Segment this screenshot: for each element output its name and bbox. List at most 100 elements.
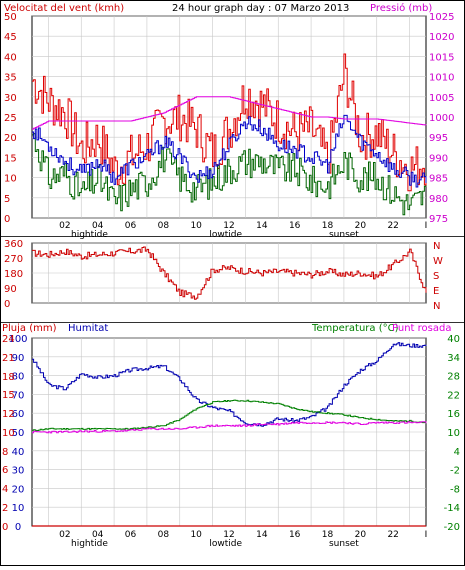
rain-tick-label: 0 (2, 522, 8, 533)
wind-x-tick-label: 04 (92, 221, 104, 231)
humidity-tick-label: 60 (12, 409, 25, 420)
wind-x-tick-label: 20 (355, 221, 367, 231)
temperature-tick-label: 34 (447, 353, 460, 364)
wind-x-tick-label: 10 (190, 221, 202, 231)
compass-label: W (433, 256, 443, 267)
bottom-x-tick-label: 20 (355, 530, 367, 540)
temperature-tick-label: 40 (447, 334, 460, 345)
pressure-tick-label: 1015 (429, 52, 454, 63)
direction-tick-label: 90 (4, 284, 17, 295)
bottom-x-tick-label: 18 (322, 530, 334, 540)
wind-tick-label: 0 (4, 214, 10, 225)
bottom-x-tick-label: 14 (256, 530, 268, 540)
temperature-tick-label: 10 (447, 428, 460, 439)
humidity-tick-label: 30 (12, 466, 25, 477)
compass-label: E (433, 286, 439, 297)
wind-tick-label: 5 (4, 194, 10, 205)
pressure-tick-label: 1005 (429, 93, 454, 104)
temperature-line (32, 399, 427, 431)
panel-divider-2 (0, 322, 465, 323)
bottom-marker-lowtide: lowtide (209, 539, 242, 549)
wind-x-tick-label: 06 (125, 221, 137, 231)
wind-tick-label: 35 (4, 73, 17, 84)
wind-x-tick-label: 18 (322, 221, 334, 231)
humidity-tick-label: 40 (12, 447, 25, 458)
rain-tick-label: 15 (2, 390, 15, 401)
wind-tick-label: 10 (4, 174, 17, 185)
wind-average-line (32, 114, 427, 188)
bottom-x-tick-label: 06 (125, 530, 137, 540)
temperature-tick-label: 22 (447, 390, 460, 401)
direction-tick-label: 0 (4, 299, 10, 310)
temperature-tick-label: -2 (450, 466, 460, 477)
graph-title: 24 hour graph day : 07 Marzo 2013 (172, 3, 349, 14)
temperature-tick-label: -20 (444, 522, 460, 533)
wind-tick-label: 15 (4, 153, 17, 164)
wind-tick-label: 25 (4, 113, 17, 124)
wind-x-tick-label: 16 (289, 221, 301, 231)
compass-label: S (433, 271, 439, 282)
wind-x-tick-label: 02 (59, 221, 70, 231)
pressure-tick-label: 1000 (429, 113, 454, 124)
rain-axis-label: Pluja (mm) (2, 323, 57, 334)
rain-tick-label: 18 (2, 372, 15, 383)
humidity-line (32, 342, 427, 427)
pressure-tick-label: 1020 (429, 32, 454, 43)
rain-tick-label: 10 (2, 428, 15, 439)
pressure-tick-label: 985 (429, 174, 448, 185)
rain-tick-label: 12 (2, 409, 15, 420)
panel-divider-1 (0, 236, 465, 237)
humidity-tick-label: 90 (12, 353, 25, 364)
bottom-x-tick-label: 16 (289, 530, 301, 540)
rain-tick-label: 6 (2, 465, 8, 476)
dew-point-axis-label: Punt rosada (392, 323, 451, 334)
humidity-axis-label: Humitat (68, 323, 108, 334)
pressure-tick-label: 1010 (429, 73, 454, 84)
wind-x-tick-label: I (425, 221, 428, 231)
compass-label: N (433, 301, 440, 312)
bottom-marker-hightide: hightide (71, 539, 108, 549)
wind-x-tick-label: 08 (158, 221, 170, 231)
direction-line (32, 246, 427, 300)
humidity-tick-label: 50 (12, 428, 25, 439)
bottom-x-tick-label: 04 (92, 530, 104, 540)
temperature-tick-label: 16 (447, 409, 460, 420)
temperature-tick-label: 4 (454, 447, 460, 458)
wind-marker-sunset: sunset (329, 230, 359, 240)
pressure-tick-label: 1025 (429, 12, 454, 23)
wind-tick-label: 20 (4, 133, 17, 144)
temperature-axis-label: Temperatura (°C) (311, 323, 399, 334)
temperature-tick-label: -8 (450, 484, 460, 495)
temperature-tick-label: -14 (444, 503, 460, 514)
humidity-tick-label: 70 (12, 390, 25, 401)
pressure-tick-label: 995 (429, 133, 448, 144)
temperature-tick-label: 28 (447, 372, 460, 383)
humidity-tick-label: 80 (12, 372, 25, 383)
direction-tick-label: 360 (4, 239, 23, 250)
bottom-x-tick-label: I (425, 530, 428, 540)
wind-speed-line (32, 133, 427, 216)
wind-x-tick-label: 14 (256, 221, 268, 231)
wind-tick-label: 30 (4, 93, 17, 104)
humidity-tick-label: 0 (15, 522, 21, 533)
pressure-tick-label: 990 (429, 153, 448, 164)
rain-tick-label: 8 (2, 447, 8, 458)
humidity-tick-label: 20 (12, 484, 25, 495)
direction-tick-label: 270 (4, 254, 23, 265)
bottom-x-tick-label: 08 (158, 530, 170, 540)
wind-axis-label: Velocitat del vent (kmh) (4, 3, 124, 14)
wind-marker-hightide: hightide (71, 230, 108, 240)
wind-x-tick-label: 22 (387, 221, 398, 231)
compass-label: N (433, 241, 440, 252)
pressure-tick-label: 975 (429, 214, 448, 225)
rain-tick-label: 24 (2, 334, 15, 345)
wind-marker-lowtide: lowtide (209, 230, 242, 240)
wind-x-tick-label: 12 (223, 221, 234, 231)
pressure-line (32, 96, 427, 130)
wind-tick-label: 50 (4, 12, 17, 23)
bottom-x-tick-label: 10 (190, 530, 202, 540)
bottom-marker-sunset: sunset (329, 539, 359, 549)
wind-tick-label: 45 (4, 32, 17, 43)
